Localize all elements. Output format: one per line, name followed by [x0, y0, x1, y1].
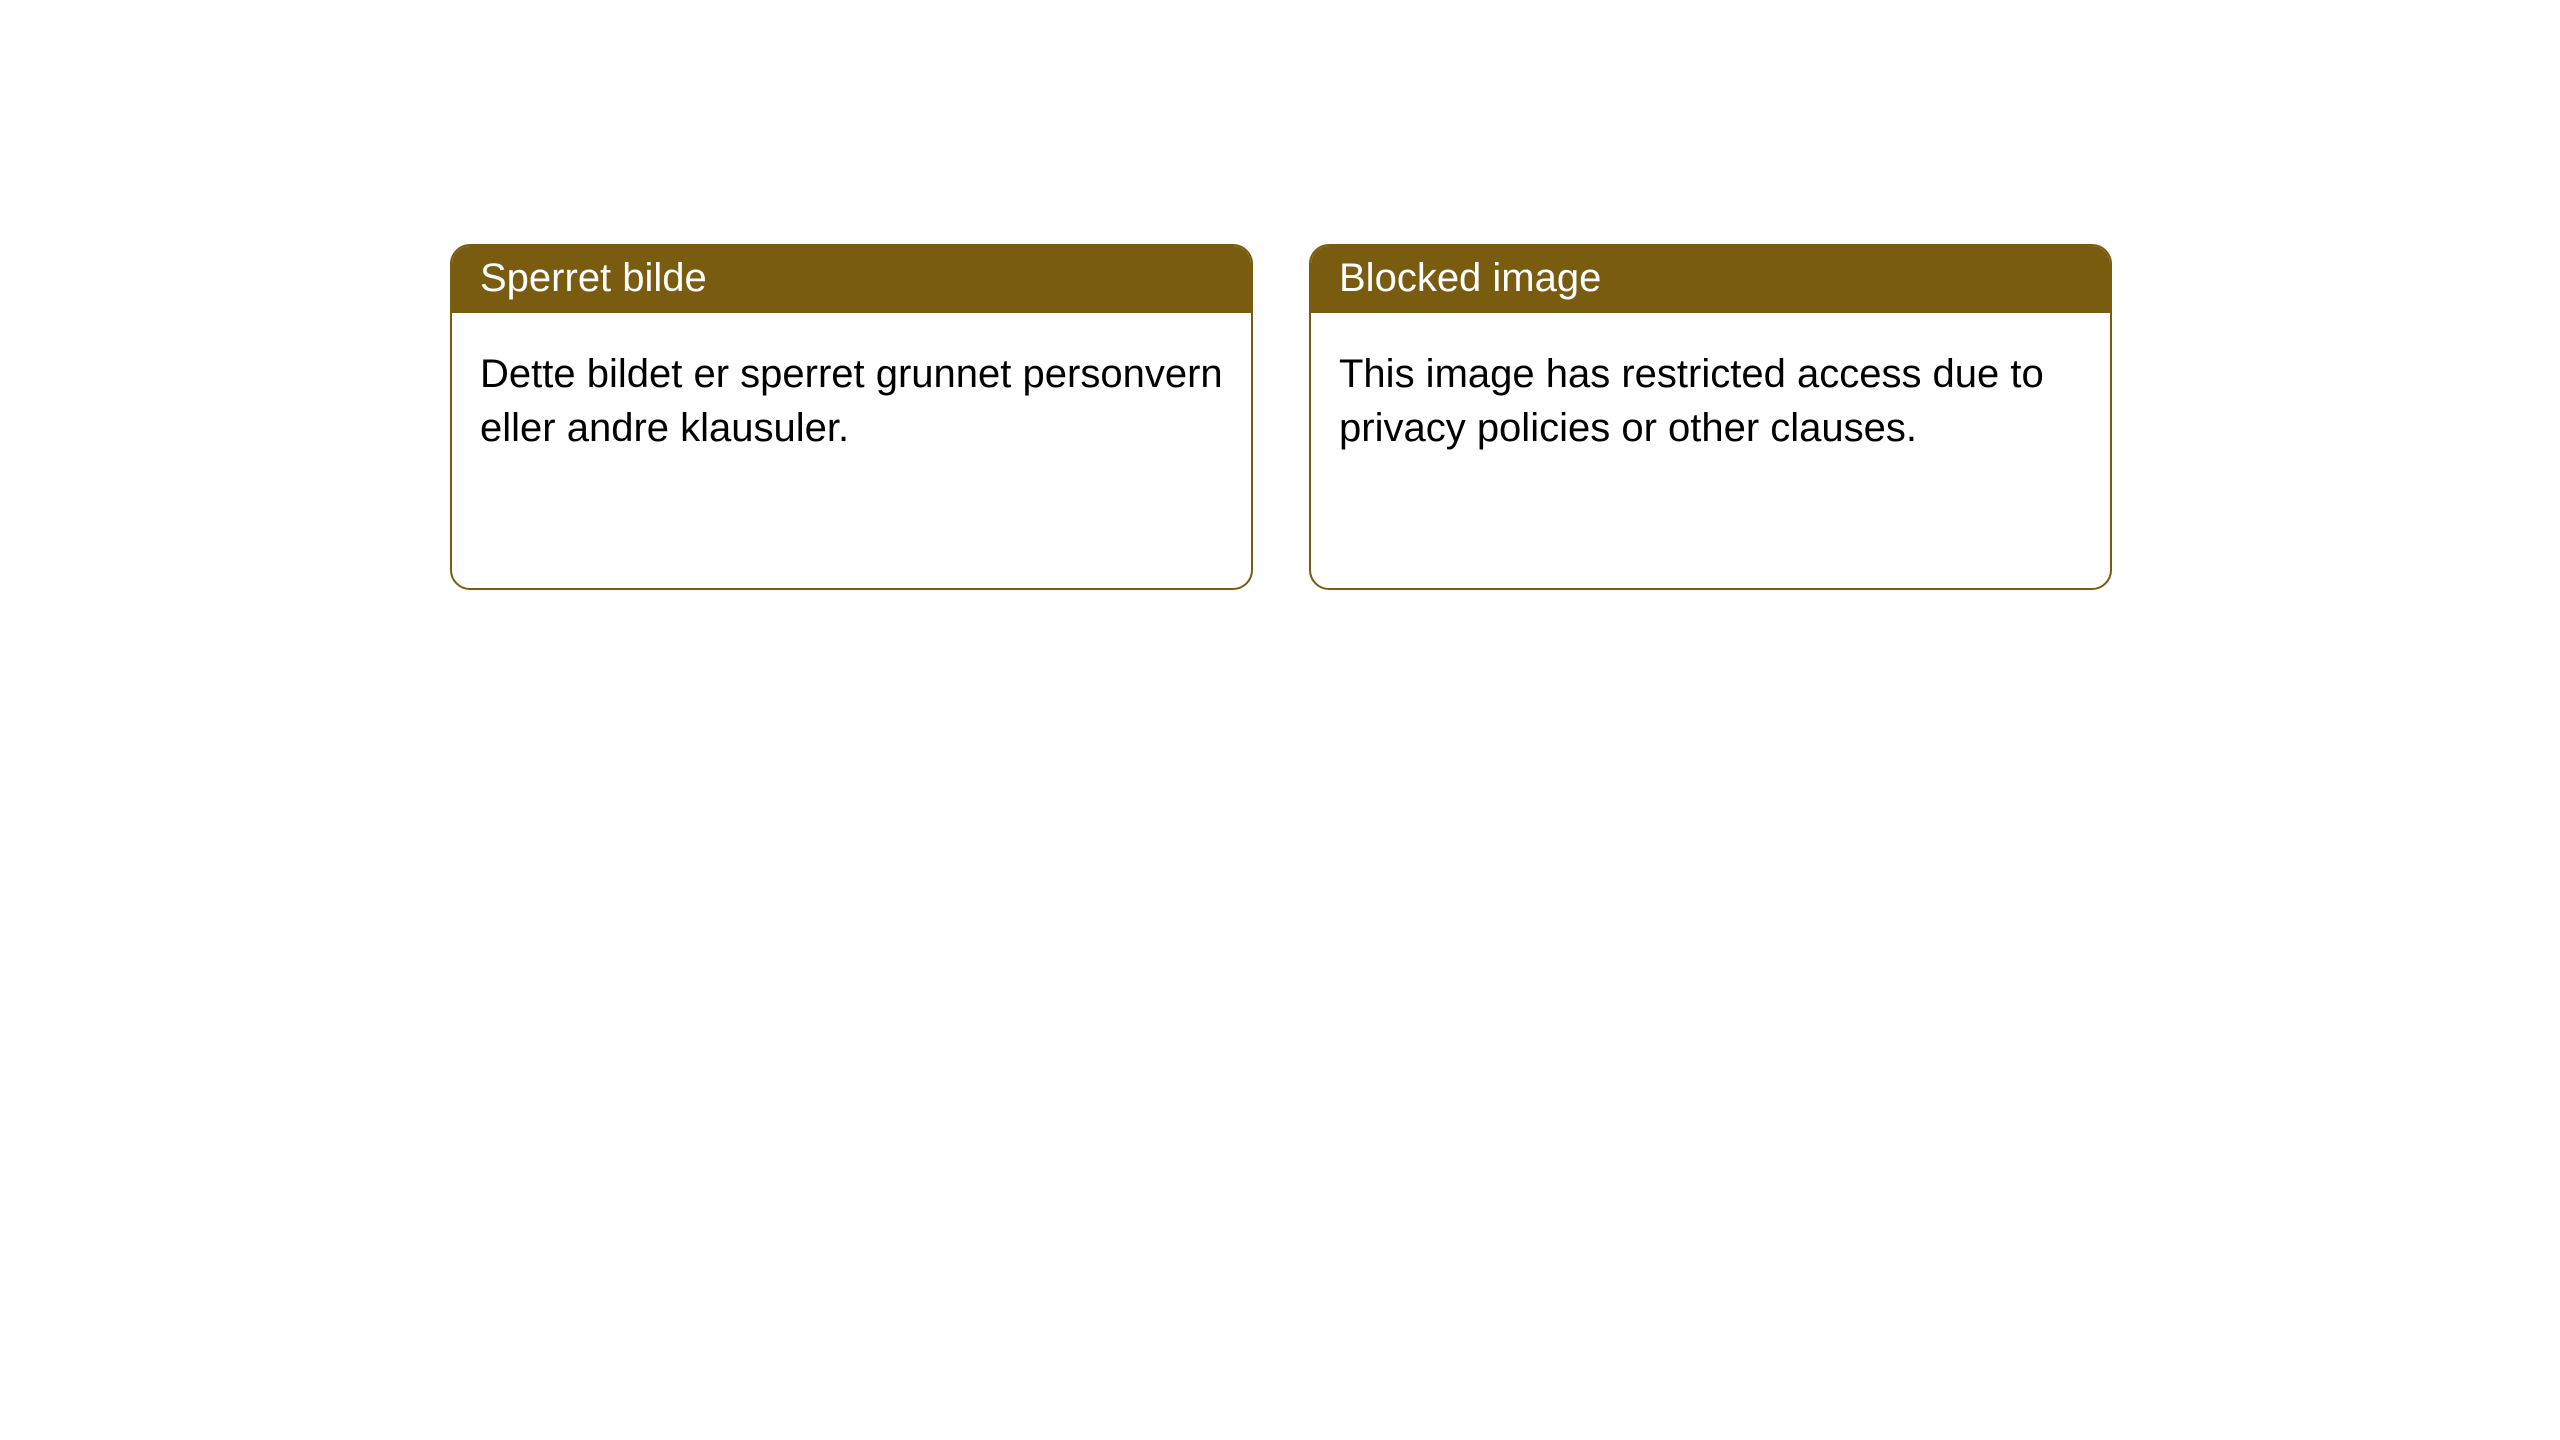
- notice-card-title: Blocked image: [1311, 246, 2110, 313]
- notice-card-title: Sperret bilde: [452, 246, 1251, 313]
- notice-card-norwegian: Sperret bilde Dette bildet er sperret gr…: [450, 244, 1253, 590]
- notice-card-body: This image has restricted access due to …: [1311, 313, 2110, 588]
- notice-card-english: Blocked image This image has restricted …: [1309, 244, 2112, 590]
- notice-card-body: Dette bildet er sperret grunnet personve…: [452, 313, 1251, 588]
- notice-container: Sperret bilde Dette bildet er sperret gr…: [0, 0, 2560, 590]
